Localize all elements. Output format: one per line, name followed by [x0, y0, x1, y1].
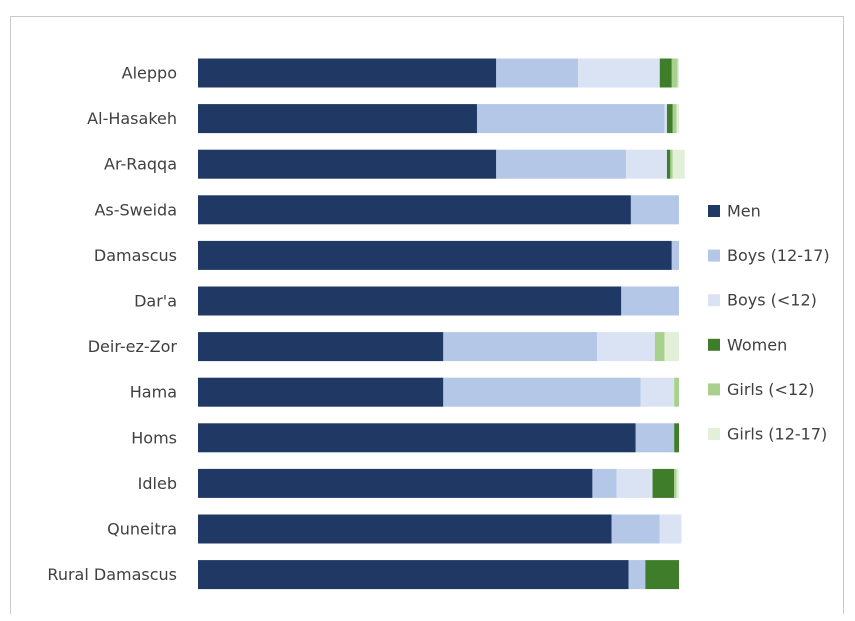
bar-segment-homs-s0: [198, 423, 636, 453]
legend-label-s5: Girls (12-17): [727, 425, 827, 444]
bar-segment-deir-ez-zor-s4: [654, 332, 665, 362]
bar-segment-rural-damascus-s0: [198, 560, 629, 590]
bar-segment-as-sweida-s0: [198, 195, 631, 225]
bar-segment-idleb-s3: [652, 468, 675, 498]
bar-segment-ar-raqqa-s4: [670, 149, 673, 179]
legend-swatch-s0: [708, 205, 720, 217]
category-labels: Aleppo Al-Hasakeh Ar-Raqqa As-Sweida Damascu…: [47, 64, 177, 585]
bar-segment-homs-s1: [635, 423, 675, 453]
bar-segment-idleb-s2: [616, 468, 653, 498]
bar-segment-dar-a-s0: [198, 286, 622, 316]
bar-segment-hama-s2: [640, 377, 675, 407]
bar-segment-rural-damascus-s3: [645, 560, 679, 590]
bar-segment-homs-s3: [674, 423, 679, 453]
legend-label-s2: Boys (<12): [727, 291, 817, 310]
category-label-quneitra: Quneitra: [107, 520, 177, 539]
bar-segment-as-sweida-s1: [630, 195, 679, 225]
bar-segment-ar-raqqa-s3: [666, 149, 671, 179]
bar-segment-al-hasakeh-s2: [664, 104, 667, 134]
bar-segment-hama-s4: [674, 377, 679, 407]
category-label-damascus: Damascus: [94, 246, 177, 265]
bar-segment-idleb-s1: [592, 468, 617, 498]
bar-segment-ar-raqqa-s1: [496, 149, 627, 179]
bar-segment-aleppo-s1: [496, 58, 578, 88]
bar-segment-damascus-s1: [671, 240, 679, 270]
category-label-aleppo: Aleppo: [122, 64, 177, 83]
bar-segment-deir-ez-zor-s0: [198, 332, 444, 362]
category-label-as-sweida: As-Sweida: [94, 200, 177, 219]
category-label-idleb: Idleb: [138, 474, 177, 493]
bar-segment-aleppo-s0: [198, 58, 497, 88]
bar-segment-rural-damascus-s1: [628, 560, 646, 590]
bar-segment-damascus-s0: [198, 240, 672, 270]
bar-segment-al-hasakeh-s5: [676, 104, 680, 134]
legend-label-s4: Girls (<12): [727, 380, 815, 399]
bar-segment-dar-a-s1: [621, 286, 679, 316]
legend-swatch-s4: [708, 383, 720, 396]
bar-segment-deir-ez-zor-s2: [597, 332, 655, 362]
category-label-hama: Hama: [130, 383, 177, 402]
bar-segment-ar-raqqa-s2: [626, 149, 667, 179]
category-label-ar-raqqa: Ar-Raqqa: [104, 155, 177, 174]
bar-segment-hama-s0: [198, 377, 444, 407]
bar-segment-quneitra-s1: [611, 514, 660, 544]
bar-segment-al-hasakeh-s4: [672, 104, 677, 134]
bar-segment-quneitra-s0: [198, 514, 612, 544]
bar-segment-aleppo-s3: [659, 58, 672, 88]
bar-segment-aleppo-s2: [577, 58, 660, 88]
category-label-rural-damascus: Rural Damascus: [47, 565, 177, 584]
legend-swatch-s3: [708, 338, 720, 351]
bar-segment-ar-raqqa-s5: [672, 149, 685, 179]
legend-swatch-s5: [708, 428, 720, 440]
legend-swatch-s2: [708, 294, 720, 307]
category-label-homs: Homs: [131, 428, 177, 447]
bar-segment-deir-ez-zor-s5: [664, 332, 679, 362]
bar-segment-idleb-s4: [674, 468, 677, 498]
bar-segment-quneitra-s2: [659, 514, 682, 544]
category-label-deir-ez-zor: Deir-ez-Zor: [88, 337, 178, 356]
bar-segment-hama-s1: [443, 377, 641, 407]
bar-segment-al-hasakeh-s1: [476, 104, 665, 134]
bar-segment-al-hasakeh-s0: [198, 104, 477, 134]
legend-label-s0: Men: [727, 202, 761, 221]
bars: [198, 58, 685, 590]
legend: Men Boys (12-17) Boys (<12) Women Girls (<12…: [708, 202, 830, 444]
legend-label-s1: Boys (12-17): [727, 246, 830, 265]
bar-segment-idleb-s5: [676, 468, 680, 498]
bar-segment-deir-ez-zor-s1: [443, 332, 598, 362]
bar-segment-al-hasakeh-s3: [666, 104, 673, 134]
bar-segment-idleb-s0: [198, 468, 593, 498]
bar-segment-aleppo-s4: [671, 58, 678, 88]
legend-label-s3: Women: [727, 335, 787, 354]
category-label-al-hasakeh: Al-Hasakeh: [87, 109, 177, 128]
bar-segment-aleppo-s5: [677, 58, 679, 88]
bar-segment-ar-raqqa-s0: [198, 149, 497, 179]
category-label-dar-a: Dar'a: [134, 292, 177, 311]
legend-swatch-s1: [708, 249, 720, 262]
